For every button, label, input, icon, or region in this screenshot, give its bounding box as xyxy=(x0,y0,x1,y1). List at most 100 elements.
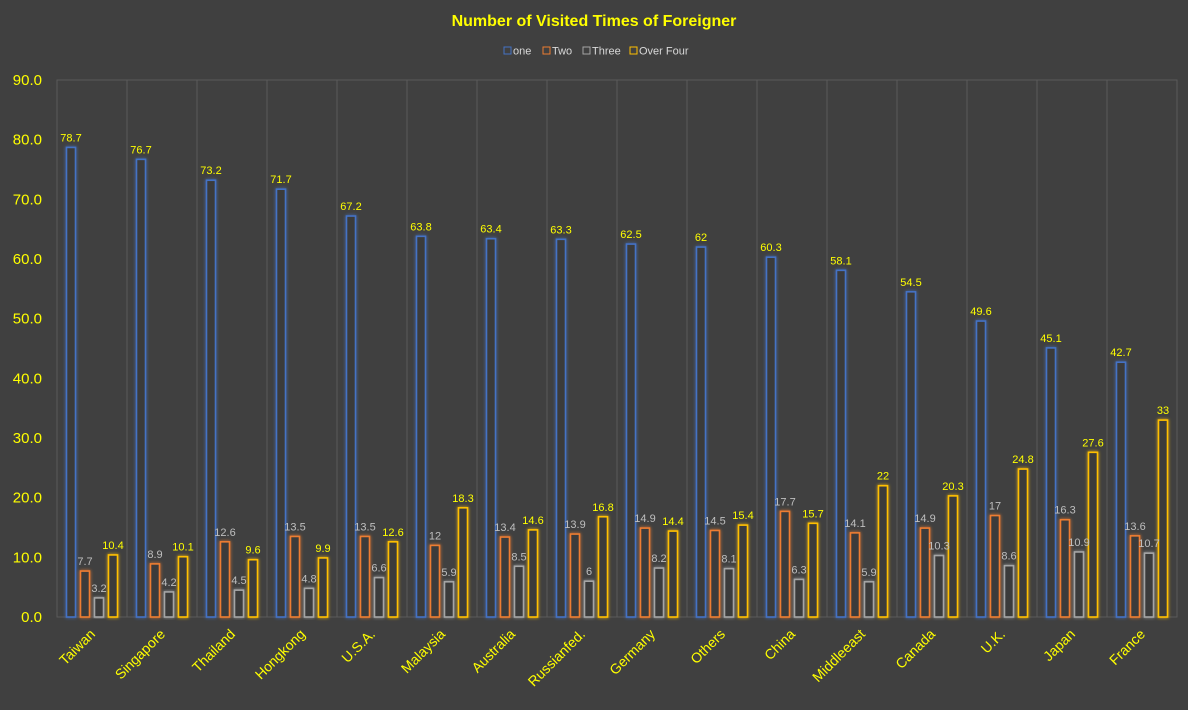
data-label-one: 67.2 xyxy=(340,201,361,213)
bar-over-four-canada xyxy=(947,495,959,618)
x-tick-label-japan: Japan xyxy=(1040,626,1078,664)
data-label-two: 12 xyxy=(429,530,441,542)
bar-two-thailand xyxy=(219,541,231,618)
x-tick-label-singapore: Singapore xyxy=(112,626,169,683)
bar-over-four-others xyxy=(737,524,749,618)
x-tick-label-canada: Canada xyxy=(892,626,938,672)
data-label-over-four: 16.8 xyxy=(592,502,613,514)
y-tick-label: 70.0 xyxy=(13,191,42,208)
x-tick-label-u-s-a: U.S.A. xyxy=(338,626,378,666)
data-label-two: 13.9 xyxy=(564,519,585,531)
data-label-one: 63.8 xyxy=(410,221,431,233)
data-label-one: 78.7 xyxy=(60,132,81,144)
bar-one-others xyxy=(695,246,707,618)
x-tick-label-australia: Australia xyxy=(468,626,518,676)
data-label-three: 10.7 xyxy=(1138,538,1159,550)
data-label-two: 12.6 xyxy=(214,527,235,539)
bar-two-middleeast xyxy=(849,532,861,618)
bar-one-thailand xyxy=(205,179,217,618)
data-label-three: 8.2 xyxy=(651,553,666,565)
data-label-two: 13.5 xyxy=(354,521,375,533)
bar-three-u-k xyxy=(1003,564,1015,618)
data-label-over-four: 12.6 xyxy=(382,527,403,539)
bar-two-malaysia xyxy=(429,544,441,618)
data-label-two: 7.7 xyxy=(77,556,92,568)
y-tick-label: 50.0 xyxy=(13,311,42,328)
data-label-one: 49.6 xyxy=(970,306,991,318)
bar-three-u-s-a xyxy=(373,576,385,618)
data-label-three: 10.9 xyxy=(1068,537,1089,549)
bar-three-china xyxy=(793,578,805,618)
data-label-one: 63.3 xyxy=(550,224,571,236)
bar-one-france xyxy=(1115,361,1127,618)
data-label-one: 73.2 xyxy=(200,165,221,177)
bar-two-germany xyxy=(639,527,651,618)
y-tick-label: 80.0 xyxy=(13,132,42,149)
bar-one-russianfed xyxy=(555,238,567,618)
bar-over-four-middleeast xyxy=(877,484,889,618)
bar-two-hongkong xyxy=(289,535,301,618)
data-label-over-four: 33 xyxy=(1157,405,1169,417)
bar-over-four-russianfed xyxy=(597,515,609,618)
data-label-over-four: 24.8 xyxy=(1012,454,1033,466)
data-label-one: 71.7 xyxy=(270,174,291,186)
data-label-two: 14.5 xyxy=(704,515,725,527)
bar-two-taiwan xyxy=(79,570,91,618)
data-label-three: 8.6 xyxy=(1001,551,1016,563)
bar-three-russianfed xyxy=(583,580,595,618)
x-tick-label-u-k: U.K. xyxy=(978,626,1009,657)
bar-one-singapore xyxy=(135,158,147,618)
legend-swatch-one xyxy=(503,46,512,55)
data-label-two: 13.6 xyxy=(1124,521,1145,533)
data-label-over-four: 14.6 xyxy=(522,515,543,527)
data-label-two: 17 xyxy=(989,501,1001,513)
x-tick-label-germany: Germany xyxy=(606,626,658,678)
y-tick-label: 20.0 xyxy=(13,490,42,507)
legend-swatch-two xyxy=(542,46,551,55)
bars xyxy=(65,146,1169,618)
x-tick-label-china: China xyxy=(761,626,798,663)
data-label-one: 63.4 xyxy=(480,224,501,236)
data-label-one: 58.1 xyxy=(830,255,851,267)
data-label-two: 14.9 xyxy=(914,513,935,525)
data-label-one: 54.5 xyxy=(900,277,921,289)
data-label-one: 60.3 xyxy=(760,242,781,254)
bar-over-four-hongkong xyxy=(317,557,329,618)
bar-over-four-singapore xyxy=(177,555,189,618)
legend: one Two Three Over Four xyxy=(503,46,689,58)
x-tick-label-taiwan: Taiwan xyxy=(56,626,98,668)
bar-three-hongkong xyxy=(303,587,315,618)
data-label-two: 13.4 xyxy=(494,522,515,534)
bar-two-canada xyxy=(919,527,931,618)
legend-label-three: Three xyxy=(592,46,621,58)
y-tick-label: 40.0 xyxy=(13,370,42,387)
data-label-over-four: 10.4 xyxy=(102,540,123,552)
bar-three-middleeast xyxy=(863,580,875,618)
bar-three-canada xyxy=(933,554,945,618)
y-tick-label: 30.0 xyxy=(13,430,42,447)
legend-swatch-over-four xyxy=(629,46,638,55)
bar-over-four-taiwan xyxy=(107,554,119,618)
bar-one-malaysia xyxy=(415,235,427,618)
data-label-three: 6 xyxy=(586,566,592,578)
data-label-three: 10.3 xyxy=(928,541,949,553)
bar-over-four-japan xyxy=(1087,451,1099,618)
bar-three-singapore xyxy=(163,591,175,618)
bar-two-others xyxy=(709,529,721,618)
data-label-two: 8.9 xyxy=(147,549,162,561)
data-label-three: 8.5 xyxy=(511,551,526,563)
x-axis-tick-labels: Taiwan Singapore Thailand Hongkong U.S.A. Mal… xyxy=(56,626,1148,690)
x-tick-label-middleeast: Middleeast xyxy=(809,626,868,685)
x-tick-label-thailand: Thailand xyxy=(189,626,238,675)
data-label-three: 8.1 xyxy=(721,554,736,566)
data-label-three: 5.9 xyxy=(861,567,876,579)
data-label-two: 13.5 xyxy=(284,521,305,533)
x-tick-label-france: France xyxy=(1106,626,1148,668)
data-label-three: 4.8 xyxy=(301,573,316,585)
data-label-over-four: 18.3 xyxy=(452,493,473,505)
bar-three-thailand xyxy=(233,589,245,618)
bar-over-four-australia xyxy=(527,529,539,618)
y-tick-label: 0.0 xyxy=(21,609,42,626)
bar-two-china xyxy=(779,510,791,618)
